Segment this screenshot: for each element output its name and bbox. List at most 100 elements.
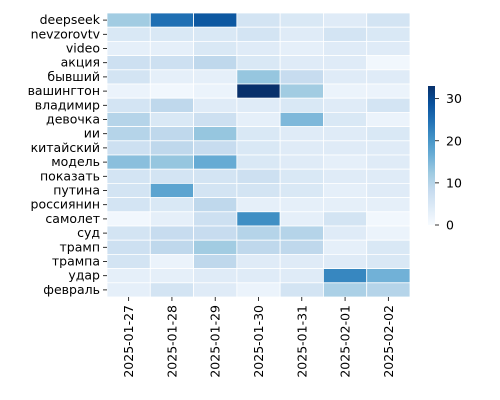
heatmap-cell [236, 197, 281, 213]
heatmap-cell [279, 112, 324, 128]
column-label: 2025-01-29 [208, 305, 223, 378]
row-label: бывший [47, 69, 100, 84]
row-label: трампа [52, 254, 100, 269]
heatmap-cell [366, 97, 411, 113]
heatmap-cell [236, 239, 281, 255]
heatmap-cell [236, 126, 281, 142]
heatmap-cell [106, 26, 151, 42]
heatmap-cell [106, 268, 151, 284]
heatmap-cell [236, 140, 281, 156]
heatmap-cell [236, 211, 281, 227]
heatmap-cell [236, 12, 281, 28]
heatmap-cell [323, 126, 368, 142]
heatmap-cell [106, 182, 151, 198]
heatmap-cell [193, 268, 238, 284]
heatmap-cell [106, 154, 151, 170]
heatmap-cell [149, 140, 194, 156]
heatmap-cell [236, 55, 281, 71]
heatmap-cell [323, 282, 368, 298]
column-label: 2025-01-31 [294, 305, 309, 378]
heatmap-cell [106, 197, 151, 213]
heatmap-cell [279, 55, 324, 71]
heatmap-cell [149, 197, 194, 213]
heatmap-cell [236, 26, 281, 42]
heatmap-cell [193, 126, 238, 142]
heatmap-cell [366, 140, 411, 156]
heatmap-cell [106, 282, 151, 298]
heatmap-cell [323, 211, 368, 227]
column-labels: 2025-01-27 2025-01-28 2025-01-29 2025-01-30… [121, 297, 396, 378]
heatmap-cell [193, 197, 238, 213]
heatmap-cell [149, 239, 194, 255]
heatmap-cell [323, 140, 368, 156]
heatmap-cell [279, 225, 324, 241]
heatmap-cell [323, 26, 368, 42]
row-label: суд [77, 225, 100, 240]
heatmap-cell [149, 126, 194, 142]
heatmap-cell [193, 97, 238, 113]
heatmap-cell [279, 197, 324, 213]
heatmap-cell [193, 282, 238, 298]
heatmap-cell [236, 225, 281, 241]
heatmap-cell [366, 225, 411, 241]
colorbar-gradient [428, 86, 435, 225]
heatmap-cell [279, 253, 324, 269]
heatmap-cell [366, 154, 411, 170]
row-label: вашингтон [28, 83, 100, 98]
heatmap-cell [193, 239, 238, 255]
heatmap-cell [106, 55, 151, 71]
row-label: девочка [46, 112, 100, 127]
heatmap-cell [193, 112, 238, 128]
heatmap-cell [323, 168, 368, 184]
row-label: самолет [45, 211, 100, 226]
column-label: 2025-02-02 [381, 305, 396, 378]
heatmap-cell [149, 26, 194, 42]
heatmap-cell [323, 154, 368, 170]
heatmap-cell [323, 112, 368, 128]
row-label: россиянин [31, 197, 100, 212]
heatmap-cell [236, 83, 281, 99]
heatmap-cell [279, 41, 324, 57]
row-labels: deepseeknevzorovtvvideoакциябывшийвашинг… [28, 12, 107, 297]
heatmap-cell [193, 211, 238, 227]
row-label: deepseek [40, 12, 101, 27]
heatmap-cell [193, 26, 238, 42]
heatmap-cell [323, 69, 368, 85]
row-label: nevzorovtv [31, 26, 101, 41]
heatmap-cell [366, 268, 411, 284]
heatmap-cell [323, 225, 368, 241]
heatmap-cell [366, 12, 411, 28]
heatmap-cell [149, 83, 194, 99]
heatmap-cell [279, 83, 324, 99]
row-label: удар [68, 268, 100, 283]
row-label: трамп [60, 239, 100, 254]
heatmap-cell [366, 282, 411, 298]
heatmap-cell [279, 69, 324, 85]
heatmap-cell [236, 112, 281, 128]
heatmap-cell [193, 154, 238, 170]
heatmap-cell [149, 225, 194, 241]
row-label: ии [84, 126, 100, 141]
colorbar-tick-label: 20 [446, 133, 462, 148]
heatmap-cell [323, 268, 368, 284]
heatmap-cell [279, 97, 324, 113]
heatmap-cell [323, 12, 368, 28]
heatmap-cell [149, 253, 194, 269]
colorbar-tick-label: 0 [446, 218, 454, 233]
column-label: 2025-01-28 [164, 305, 179, 378]
heatmap-cell [149, 55, 194, 71]
heatmap-cell [366, 55, 411, 71]
heatmap-cell [193, 41, 238, 57]
heatmap-cell [106, 83, 151, 99]
heatmap-cell [366, 197, 411, 213]
heatmap-cell [279, 154, 324, 170]
heatmap-cell [193, 182, 238, 198]
heatmap-cell [149, 112, 194, 128]
heatmap-cell [236, 41, 281, 57]
heatmap-cell [106, 140, 151, 156]
heatmap-cell [279, 12, 324, 28]
colorbar: 0 10 20 30 [428, 86, 462, 233]
heatmap-cell [323, 197, 368, 213]
heatmap-cell [366, 69, 411, 85]
